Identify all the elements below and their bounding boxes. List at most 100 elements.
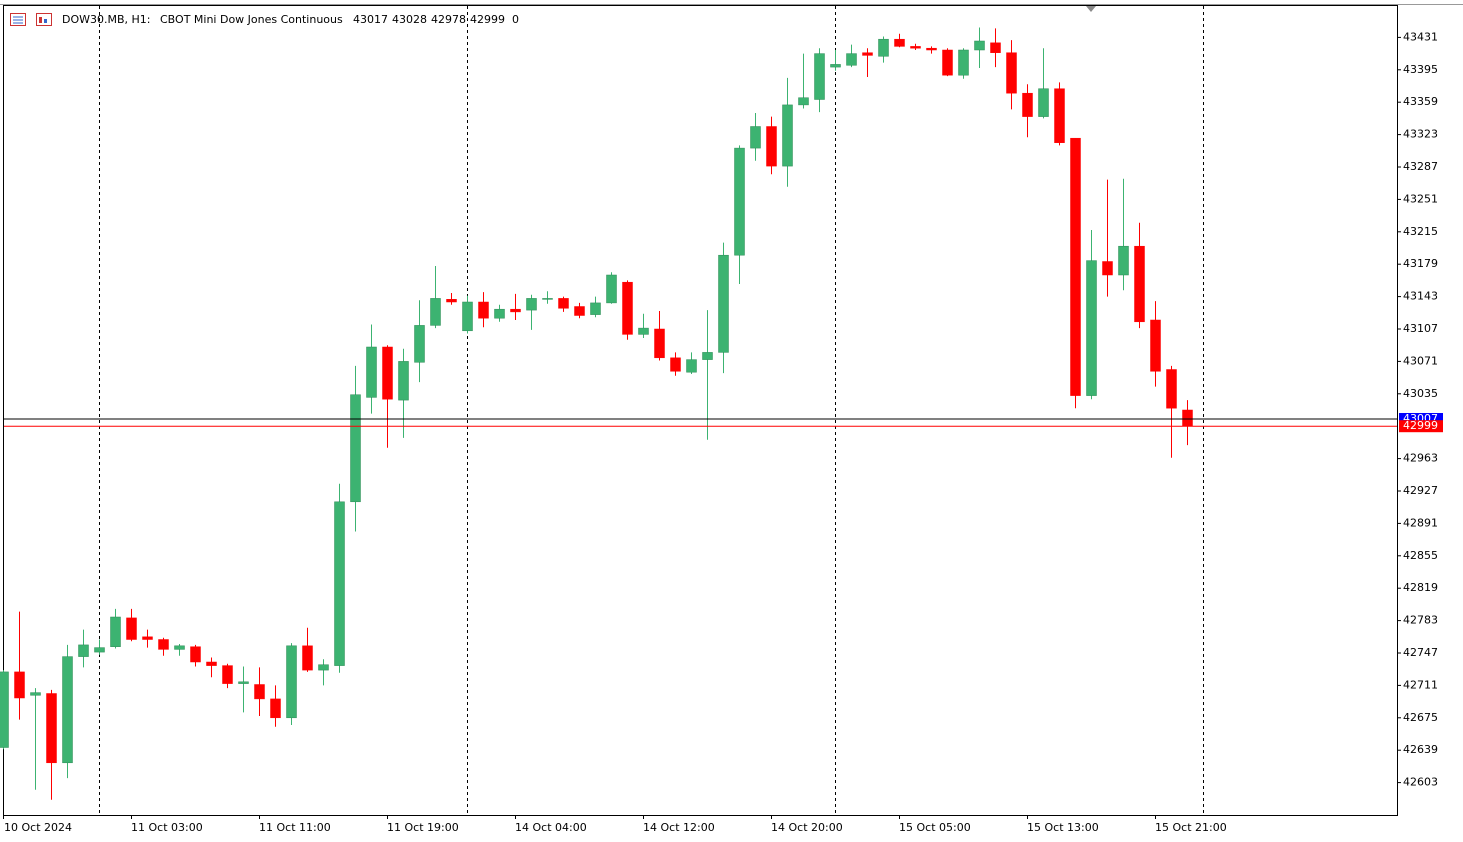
candle-body bbox=[750, 126, 761, 149]
candle-body bbox=[702, 352, 713, 360]
candle-body bbox=[590, 302, 601, 315]
candle-body bbox=[1006, 52, 1017, 94]
candle-body bbox=[494, 308, 505, 319]
candle-body bbox=[1166, 369, 1177, 409]
candle-body bbox=[110, 616, 121, 647]
last-bar-value: 43028 bbox=[392, 13, 427, 26]
candle-body bbox=[286, 645, 297, 719]
y-tick-label: 42963 bbox=[1403, 452, 1438, 465]
y-tick-label: 42747 bbox=[1403, 646, 1438, 659]
candle-body bbox=[606, 274, 617, 304]
candle-body bbox=[382, 346, 393, 400]
candle-body bbox=[174, 645, 185, 650]
x-tick-label: 14 Oct 04:00 bbox=[515, 821, 587, 834]
candle-body bbox=[622, 281, 633, 335]
candle-body bbox=[350, 394, 361, 503]
candle-body bbox=[62, 656, 73, 764]
y-tick-label: 43179 bbox=[1403, 257, 1438, 270]
candle-body bbox=[30, 692, 41, 696]
y-tick-label: 43395 bbox=[1403, 63, 1438, 76]
candle-body bbox=[942, 49, 953, 76]
candle-body bbox=[254, 684, 265, 700]
candle-body bbox=[0, 671, 9, 748]
x-tick-label: 10 Oct 2024 bbox=[4, 821, 72, 834]
candle-body bbox=[1054, 88, 1065, 143]
y-tick-label: 42603 bbox=[1403, 776, 1438, 789]
candle-body bbox=[302, 645, 313, 671]
candle-body bbox=[1118, 245, 1129, 276]
x-tick-label: 14 Oct 20:00 bbox=[771, 821, 843, 834]
candle-body bbox=[862, 52, 873, 56]
last-bar-value: 42978 bbox=[431, 13, 466, 26]
symbol: DOW30.MB, H1: bbox=[62, 13, 151, 26]
candle-body bbox=[910, 46, 921, 49]
candle-body bbox=[894, 38, 905, 47]
y-tick-label: 43215 bbox=[1403, 225, 1438, 238]
candle-body bbox=[318, 664, 329, 671]
candle-body bbox=[206, 661, 217, 666]
candle-body bbox=[558, 298, 569, 309]
candle-body bbox=[1134, 245, 1145, 323]
y-tick-label: 43359 bbox=[1403, 95, 1438, 108]
candle-body bbox=[990, 42, 1001, 53]
y-tick-label: 42927 bbox=[1403, 484, 1438, 497]
candle-body bbox=[638, 327, 649, 335]
y-tick-label: 43071 bbox=[1403, 354, 1438, 367]
candle-body bbox=[574, 306, 585, 316]
candle-body bbox=[1038, 88, 1049, 117]
x-tick-label: 11 Oct 11:00 bbox=[259, 821, 331, 834]
last-bar-value: 42999 bbox=[470, 13, 505, 26]
candle-body bbox=[398, 361, 409, 401]
x-tick-label: 11 Oct 03:00 bbox=[131, 821, 203, 834]
candle-body bbox=[334, 501, 345, 666]
candle-body bbox=[846, 53, 857, 66]
candle-body bbox=[366, 346, 377, 398]
candle-body bbox=[782, 104, 793, 167]
x-tick-label: 14 Oct 12:00 bbox=[643, 821, 715, 834]
candle-body bbox=[542, 298, 553, 300]
candle-body bbox=[798, 97, 809, 106]
x-tick-label: 11 Oct 19:00 bbox=[387, 821, 459, 834]
y-tick-label: 43251 bbox=[1403, 192, 1438, 205]
y-tick-label: 43323 bbox=[1403, 128, 1438, 141]
candle-body bbox=[814, 53, 825, 100]
candle-body bbox=[158, 639, 169, 650]
candle-body bbox=[1022, 92, 1033, 117]
candle-body bbox=[462, 301, 473, 332]
candle-body bbox=[830, 64, 841, 68]
candle-body bbox=[958, 49, 969, 76]
y-tick-label: 42855 bbox=[1403, 549, 1438, 562]
candle-body bbox=[126, 617, 137, 640]
y-tick-label: 42711 bbox=[1403, 678, 1438, 691]
volume: 0 bbox=[512, 13, 519, 26]
menu-icon bbox=[10, 13, 26, 26]
candle-body bbox=[94, 647, 105, 653]
candle-body bbox=[526, 298, 537, 311]
candle-body bbox=[430, 298, 441, 326]
candle-body bbox=[734, 147, 745, 256]
candle-body bbox=[78, 644, 89, 657]
candle-body bbox=[1182, 409, 1193, 427]
candle-body bbox=[670, 357, 681, 372]
candle-body bbox=[414, 325, 425, 363]
price-label-box bbox=[1399, 420, 1443, 433]
last-bar-value: 43017 bbox=[353, 13, 388, 26]
candle-body bbox=[974, 40, 985, 51]
candle-body bbox=[142, 636, 153, 640]
candle-body bbox=[446, 299, 457, 303]
candle-body bbox=[190, 646, 201, 663]
chart-icon bbox=[36, 13, 52, 26]
candle-body bbox=[654, 328, 665, 359]
candle-body bbox=[878, 38, 889, 57]
y-tick-label: 43143 bbox=[1403, 290, 1438, 303]
y-tick-label: 42783 bbox=[1403, 614, 1438, 627]
x-tick-label: 15 Oct 05:00 bbox=[899, 821, 971, 834]
y-tick-label: 43035 bbox=[1403, 387, 1438, 400]
candle-body bbox=[46, 693, 57, 764]
y-tick-label: 43287 bbox=[1403, 160, 1438, 173]
candle-body bbox=[1070, 137, 1081, 396]
y-tick-label: 42891 bbox=[1403, 516, 1438, 529]
